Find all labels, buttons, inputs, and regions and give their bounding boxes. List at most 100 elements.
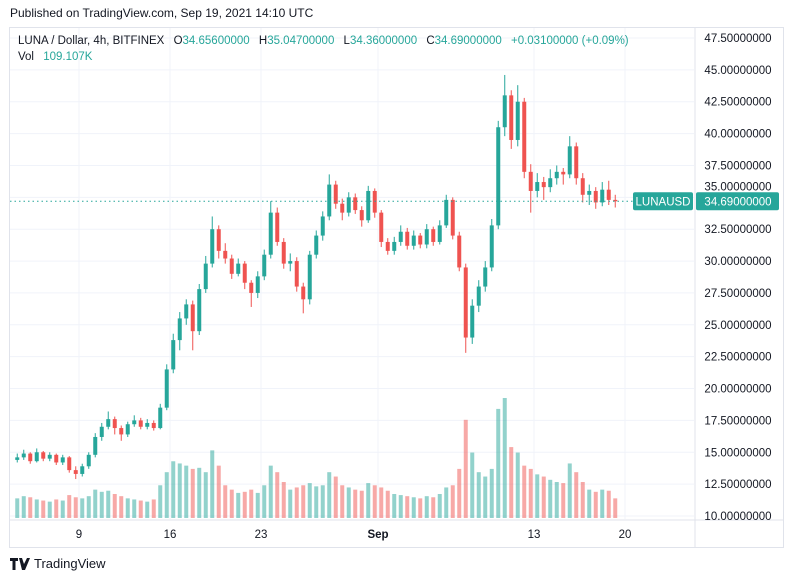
candle-body xyxy=(21,453,26,458)
candle xyxy=(587,184,592,205)
candle xyxy=(437,220,442,245)
candle xyxy=(359,206,364,227)
last-price-symbol-label: LUNAUSD xyxy=(633,192,693,211)
candle xyxy=(15,453,20,463)
candle-body xyxy=(340,203,345,213)
volume-bar xyxy=(502,398,507,518)
price-tick-label: 32.50000000 xyxy=(704,224,771,236)
volume-bar xyxy=(28,497,33,518)
candle xyxy=(372,188,377,218)
candle-body xyxy=(587,190,592,195)
time-tick-label: 16 xyxy=(164,529,177,541)
candle-body xyxy=(294,261,299,287)
volume-value: 109.107K xyxy=(43,51,93,63)
candle xyxy=(515,85,520,147)
candle-body xyxy=(606,189,611,200)
last-price-value: 34.69000000 xyxy=(704,196,771,208)
candle xyxy=(528,164,533,213)
candle-body xyxy=(411,235,416,246)
candle xyxy=(411,230,416,250)
volume-bar xyxy=(80,498,85,518)
candle-body xyxy=(320,216,325,236)
volume-bar xyxy=(522,465,527,518)
close-value: 34.69000000 xyxy=(434,35,502,47)
volume-bar xyxy=(457,468,462,518)
volume-bar xyxy=(359,490,364,518)
candle-body xyxy=(229,258,234,274)
volume-bar xyxy=(184,465,189,518)
volume-bar xyxy=(47,501,52,518)
candle-body xyxy=(145,422,150,427)
volume-bar xyxy=(424,496,429,518)
candle xyxy=(593,187,598,209)
candle xyxy=(457,231,462,272)
volume-bar xyxy=(470,452,475,518)
candle xyxy=(463,263,468,353)
candle xyxy=(567,136,572,179)
candle-body xyxy=(138,420,143,427)
volume-bar xyxy=(119,496,124,518)
candle xyxy=(333,180,338,209)
published-caption: Published on TradingView.com, Sep 19, 20… xyxy=(10,6,314,20)
volume-bar xyxy=(275,472,280,518)
volume-bar xyxy=(262,485,267,518)
last-price-value-label: 34.69000000 xyxy=(696,192,779,211)
volume-bars xyxy=(15,398,618,518)
candle-body xyxy=(502,95,507,128)
candles xyxy=(15,74,618,480)
candle-body xyxy=(359,210,364,221)
candle xyxy=(561,168,566,185)
candle xyxy=(73,466,78,480)
candle-body xyxy=(268,212,273,255)
candle-body xyxy=(424,229,429,245)
candle xyxy=(307,250,312,305)
candle xyxy=(489,219,494,272)
volume-bar xyxy=(158,485,163,518)
candle-body xyxy=(301,286,306,300)
volume-bar xyxy=(320,485,325,518)
volume-bar xyxy=(93,489,98,518)
price-tick-label: 30.00000000 xyxy=(704,256,771,268)
candle xyxy=(132,415,137,427)
volume-bar xyxy=(392,494,397,518)
volume-bar xyxy=(203,472,208,518)
candle xyxy=(203,255,208,293)
candle-body xyxy=(125,424,130,435)
time-tick-label: 9 xyxy=(76,529,82,541)
volume-bar xyxy=(73,497,78,518)
candle-body xyxy=(483,267,488,287)
candle xyxy=(119,425,124,441)
candle-body xyxy=(106,419,111,427)
candle xyxy=(554,165,559,185)
tradingview-logo[interactable]: TradingView xyxy=(10,556,106,571)
candle xyxy=(145,419,150,430)
candle-body xyxy=(288,261,293,264)
volume-bar xyxy=(593,491,598,518)
candle xyxy=(21,449,26,460)
candle xyxy=(314,230,319,259)
volume-bar xyxy=(216,465,221,518)
candle xyxy=(34,448,39,463)
candle xyxy=(496,120,501,230)
volume-bar xyxy=(197,467,202,518)
volume-bar xyxy=(567,463,572,518)
price-axis: 10.00000000 12.50000000 15.00000000 17.5000… xyxy=(704,33,771,523)
candle-body xyxy=(496,127,501,226)
volume-bar xyxy=(535,474,540,518)
candle-body xyxy=(93,436,98,455)
volume-bar xyxy=(236,492,241,518)
high-label: H xyxy=(258,35,268,47)
volume-bar xyxy=(541,476,546,518)
candle-body xyxy=(561,171,566,175)
volume-bar xyxy=(385,490,390,518)
candle-body xyxy=(476,286,481,306)
candle-body xyxy=(184,304,189,319)
candle-body xyxy=(86,454,91,467)
candle xyxy=(236,258,241,277)
candle-body xyxy=(216,229,221,251)
volume-bar xyxy=(405,496,410,518)
candle-body xyxy=(457,235,462,268)
volume-bar xyxy=(483,476,488,518)
